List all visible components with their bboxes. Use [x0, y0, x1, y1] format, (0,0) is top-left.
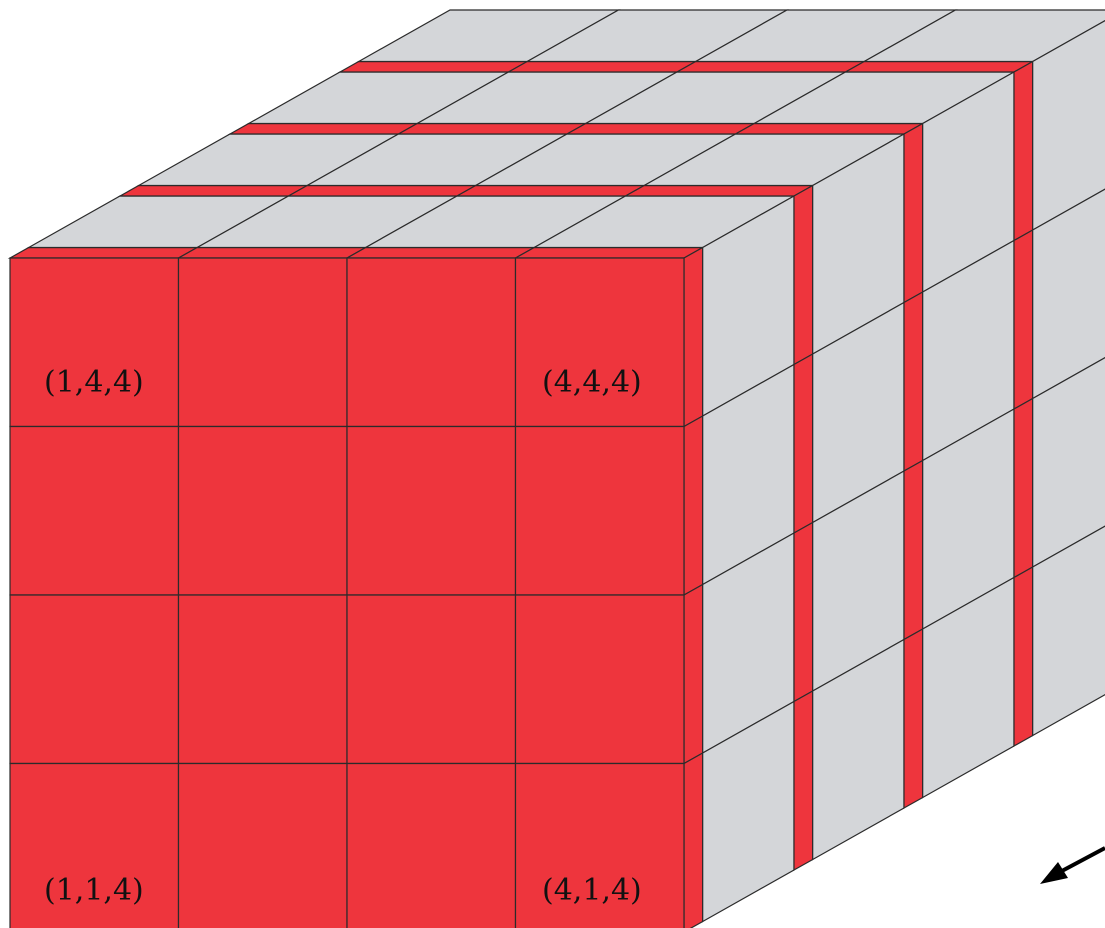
- front-cell: [9, 762, 180, 928]
- label-1-1-4: (1,1,4): [44, 873, 144, 908]
- front-cell: [177, 257, 348, 428]
- front-cell: [9, 594, 180, 765]
- top-cell: [337, 60, 530, 73]
- side-cell: [1032, 20, 1105, 232]
- label-4-4-4: (4,4,4): [542, 365, 642, 400]
- side-cell: [683, 246, 704, 428]
- cube-top-face: [7, 9, 1105, 259]
- label-4-1-4: (4,1,4): [542, 873, 642, 908]
- top-cell: [843, 60, 1035, 73]
- front-cell: [346, 762, 517, 928]
- top-cell: [7, 246, 200, 259]
- front-cell: [9, 425, 180, 596]
- front-cell: [346, 257, 517, 428]
- front-cell: [514, 257, 685, 428]
- front-cell: [346, 425, 517, 596]
- cell-labels: (1,4,4) (4,4,4) (1,1,4) (4,1,4): [44, 365, 642, 908]
- side-cell: [793, 352, 814, 535]
- cube-front-face: [9, 257, 685, 928]
- front-cell: [177, 425, 348, 596]
- top-cell: [344, 246, 537, 259]
- front-cell: [177, 762, 348, 928]
- side-cell: [903, 290, 924, 473]
- cube-right-face: [683, 20, 1105, 928]
- top-cell: [117, 184, 310, 197]
- side-cell: [903, 627, 924, 810]
- side-cell: [1013, 397, 1034, 579]
- top-cell: [623, 184, 815, 197]
- side-cell: [793, 184, 814, 366]
- top-cell: [861, 9, 1105, 63]
- front-cell: [177, 594, 348, 765]
- front-cell: [346, 594, 517, 765]
- side-cell: [683, 414, 704, 597]
- side-cell: [903, 122, 924, 304]
- side-cell: [1013, 60, 1034, 242]
- top-cell: [674, 60, 867, 73]
- side-cell: [793, 689, 814, 872]
- side-cell: [793, 521, 814, 703]
- top-cell: [506, 60, 698, 73]
- side-cell: [1032, 525, 1105, 737]
- top-cell: [733, 122, 925, 135]
- side-cell: [903, 459, 924, 641]
- side-cell: [683, 583, 704, 765]
- top-cell: [286, 184, 478, 197]
- label-1-4-4: (1,4,4): [44, 365, 144, 400]
- front-cell: [9, 257, 180, 428]
- side-cell: [1032, 357, 1105, 569]
- side-cell: [1013, 228, 1034, 411]
- top-cell: [396, 122, 588, 135]
- side-cell: [683, 751, 704, 928]
- side-cell: [1013, 565, 1034, 748]
- front-cell: [514, 425, 685, 596]
- front-cell: [514, 762, 685, 928]
- top-cell: [176, 246, 368, 259]
- arrow-down-left-icon: [1040, 846, 1105, 884]
- top-cell: [454, 184, 647, 197]
- top-cell: [513, 246, 705, 259]
- front-cell: [514, 594, 685, 765]
- top-cell: [227, 122, 420, 135]
- side-cell: [1032, 188, 1105, 400]
- top-cell: [564, 122, 757, 135]
